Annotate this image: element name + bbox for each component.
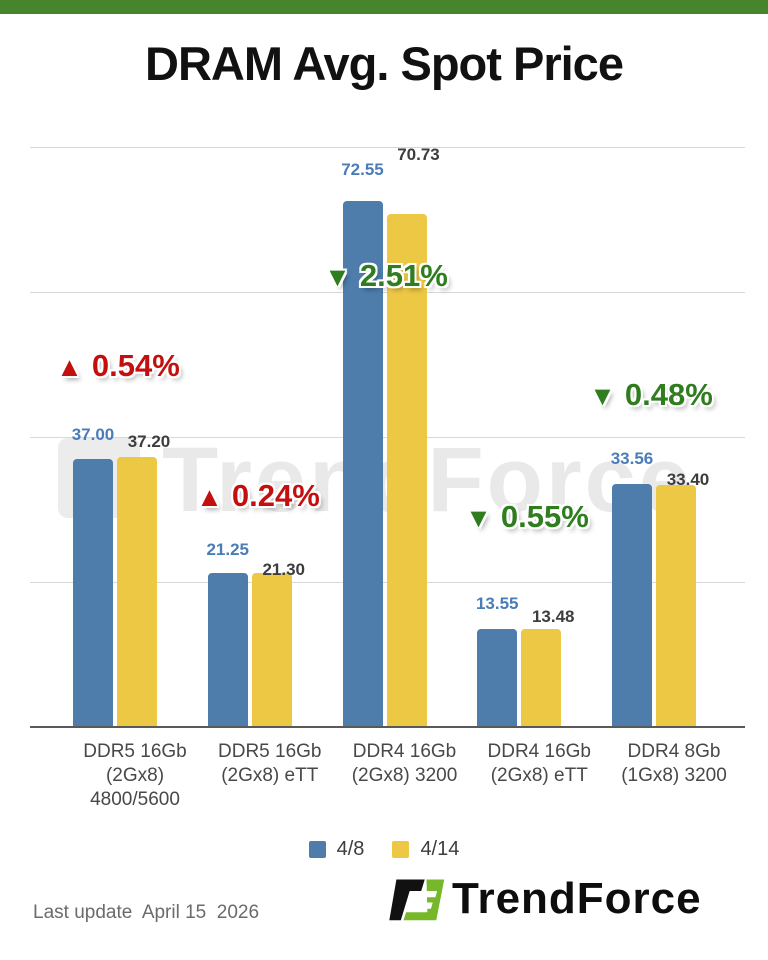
bar-4/8-group-2: [207, 572, 248, 727]
x-axis-label-line: DDR4 8Gb: [627, 741, 721, 762]
value-label-4/8-group-2: 21.25: [206, 539, 250, 559]
x-axis-label-line: (2Gx8) eTT: [221, 765, 319, 786]
down-triangle-icon: ▼: [589, 381, 616, 411]
value-label-4/14-group-3: 70.73: [397, 145, 440, 165]
x-axis-label-line: DDR4 16Gb: [487, 741, 592, 762]
value-label-4/14-group-4: 13.48: [531, 607, 575, 627]
change-badge-group-2: ▲ 0.24%: [196, 478, 320, 514]
x-axis-label-group-3: DDR4 16Gb (2Gx8) 3200: [325, 740, 485, 788]
value-label-4/14-group-2: 21.30: [262, 559, 306, 579]
change-badge-group-3: ▼ 2.51%: [324, 258, 448, 294]
legend-swatch-icon: [392, 841, 410, 858]
page-title: DRAM Avg. Spot Price: [145, 37, 624, 90]
x-axis-label-group-2: DDR5 16Gb (2Gx8) eTT: [190, 740, 350, 788]
change-badge-group-1: ▲ 0.54%: [56, 348, 180, 384]
value-label-4/14-group-5: 33.40: [666, 469, 710, 489]
legend-swatch-icon: [308, 841, 326, 858]
change-percent-text: 0.54%: [91, 348, 180, 383]
bar-4/14-group-4: [521, 629, 562, 727]
trendforce-logo-text: TrendForce: [452, 874, 702, 923]
x-axis-label-line: (2Gx8): [105, 765, 165, 786]
bar-4/8-group-5: [612, 483, 652, 727]
change-badge-group-5: ▼ 0.48%: [589, 377, 713, 413]
x-axis-label-line: DDR4 16Gb: [352, 741, 457, 762]
bar-4/8-group-1: [73, 458, 113, 727]
last-update-text: Last update April 15 2026: [33, 902, 260, 923]
bar-4/8-group-4: [477, 628, 518, 727]
bar-4/14-group-3: [386, 214, 427, 727]
bar-4/14-group-2: [251, 572, 292, 727]
x-axis-label-group-5: DDR4 8Gb (1Gx8) 3200: [594, 740, 754, 788]
top-accent-bar: [0, 0, 768, 14]
change-percent-text: 0.24%: [231, 478, 320, 513]
x-axis-label-group-1: DDR5 16Gb (2Gx8) 4800/5600: [55, 740, 215, 812]
bar-4/8-group-3: [342, 201, 383, 727]
value-label-4/8-group-4: 13.55: [475, 593, 519, 613]
x-axis-label-line: DDR5 16Gb: [83, 741, 187, 762]
legend-label: 4/14: [420, 838, 460, 860]
x-axis-line: [30, 726, 745, 728]
down-triangle-icon: ▼: [324, 262, 351, 292]
change-percent-text: 0.55%: [500, 499, 589, 534]
up-triangle-icon: ▲: [196, 482, 223, 512]
value-label-4/8-group-5: 33.56: [610, 448, 654, 468]
change-badge-group-4: ▼ 0.55%: [465, 499, 589, 535]
x-axis-label-line: 4800/5600: [90, 789, 180, 810]
legend: 4/8 4/14: [0, 838, 768, 861]
up-triangle-icon: ▲: [56, 352, 83, 382]
bar-4/14-group-5: [656, 484, 696, 727]
value-label-4/8-group-3: 72.55: [341, 160, 384, 179]
gridline-80: [30, 147, 745, 148]
x-axis-label-line: (2Gx8) eTT: [490, 765, 588, 786]
change-percent-text: 2.51%: [359, 258, 448, 293]
value-label-4/8-group-1: 37.00: [71, 424, 115, 444]
x-axis-label-line: DDR5 16Gb: [218, 741, 322, 762]
legend-item-4/14: 4/14: [392, 838, 459, 861]
down-triangle-icon: ▼: [465, 503, 492, 533]
change-percent-text: 0.48%: [624, 377, 713, 412]
x-axis-label-group-4: DDR4 16Gb (2Gx8) eTT: [459, 740, 619, 788]
legend-label: 4/8: [336, 838, 365, 860]
trendforce-logo: TrendForce: [384, 872, 702, 926]
x-axis-label-line: (1Gx8) 3200: [621, 765, 727, 786]
legend-item-4/8: 4/8: [308, 838, 365, 861]
x-axis-label-line: (2Gx8) 3200: [351, 765, 458, 786]
bar-4/14-group-1: [117, 457, 157, 727]
trendforce-logo-icon: [389, 879, 445, 921]
value-label-4/14-group-1: 37.20: [127, 432, 171, 452]
